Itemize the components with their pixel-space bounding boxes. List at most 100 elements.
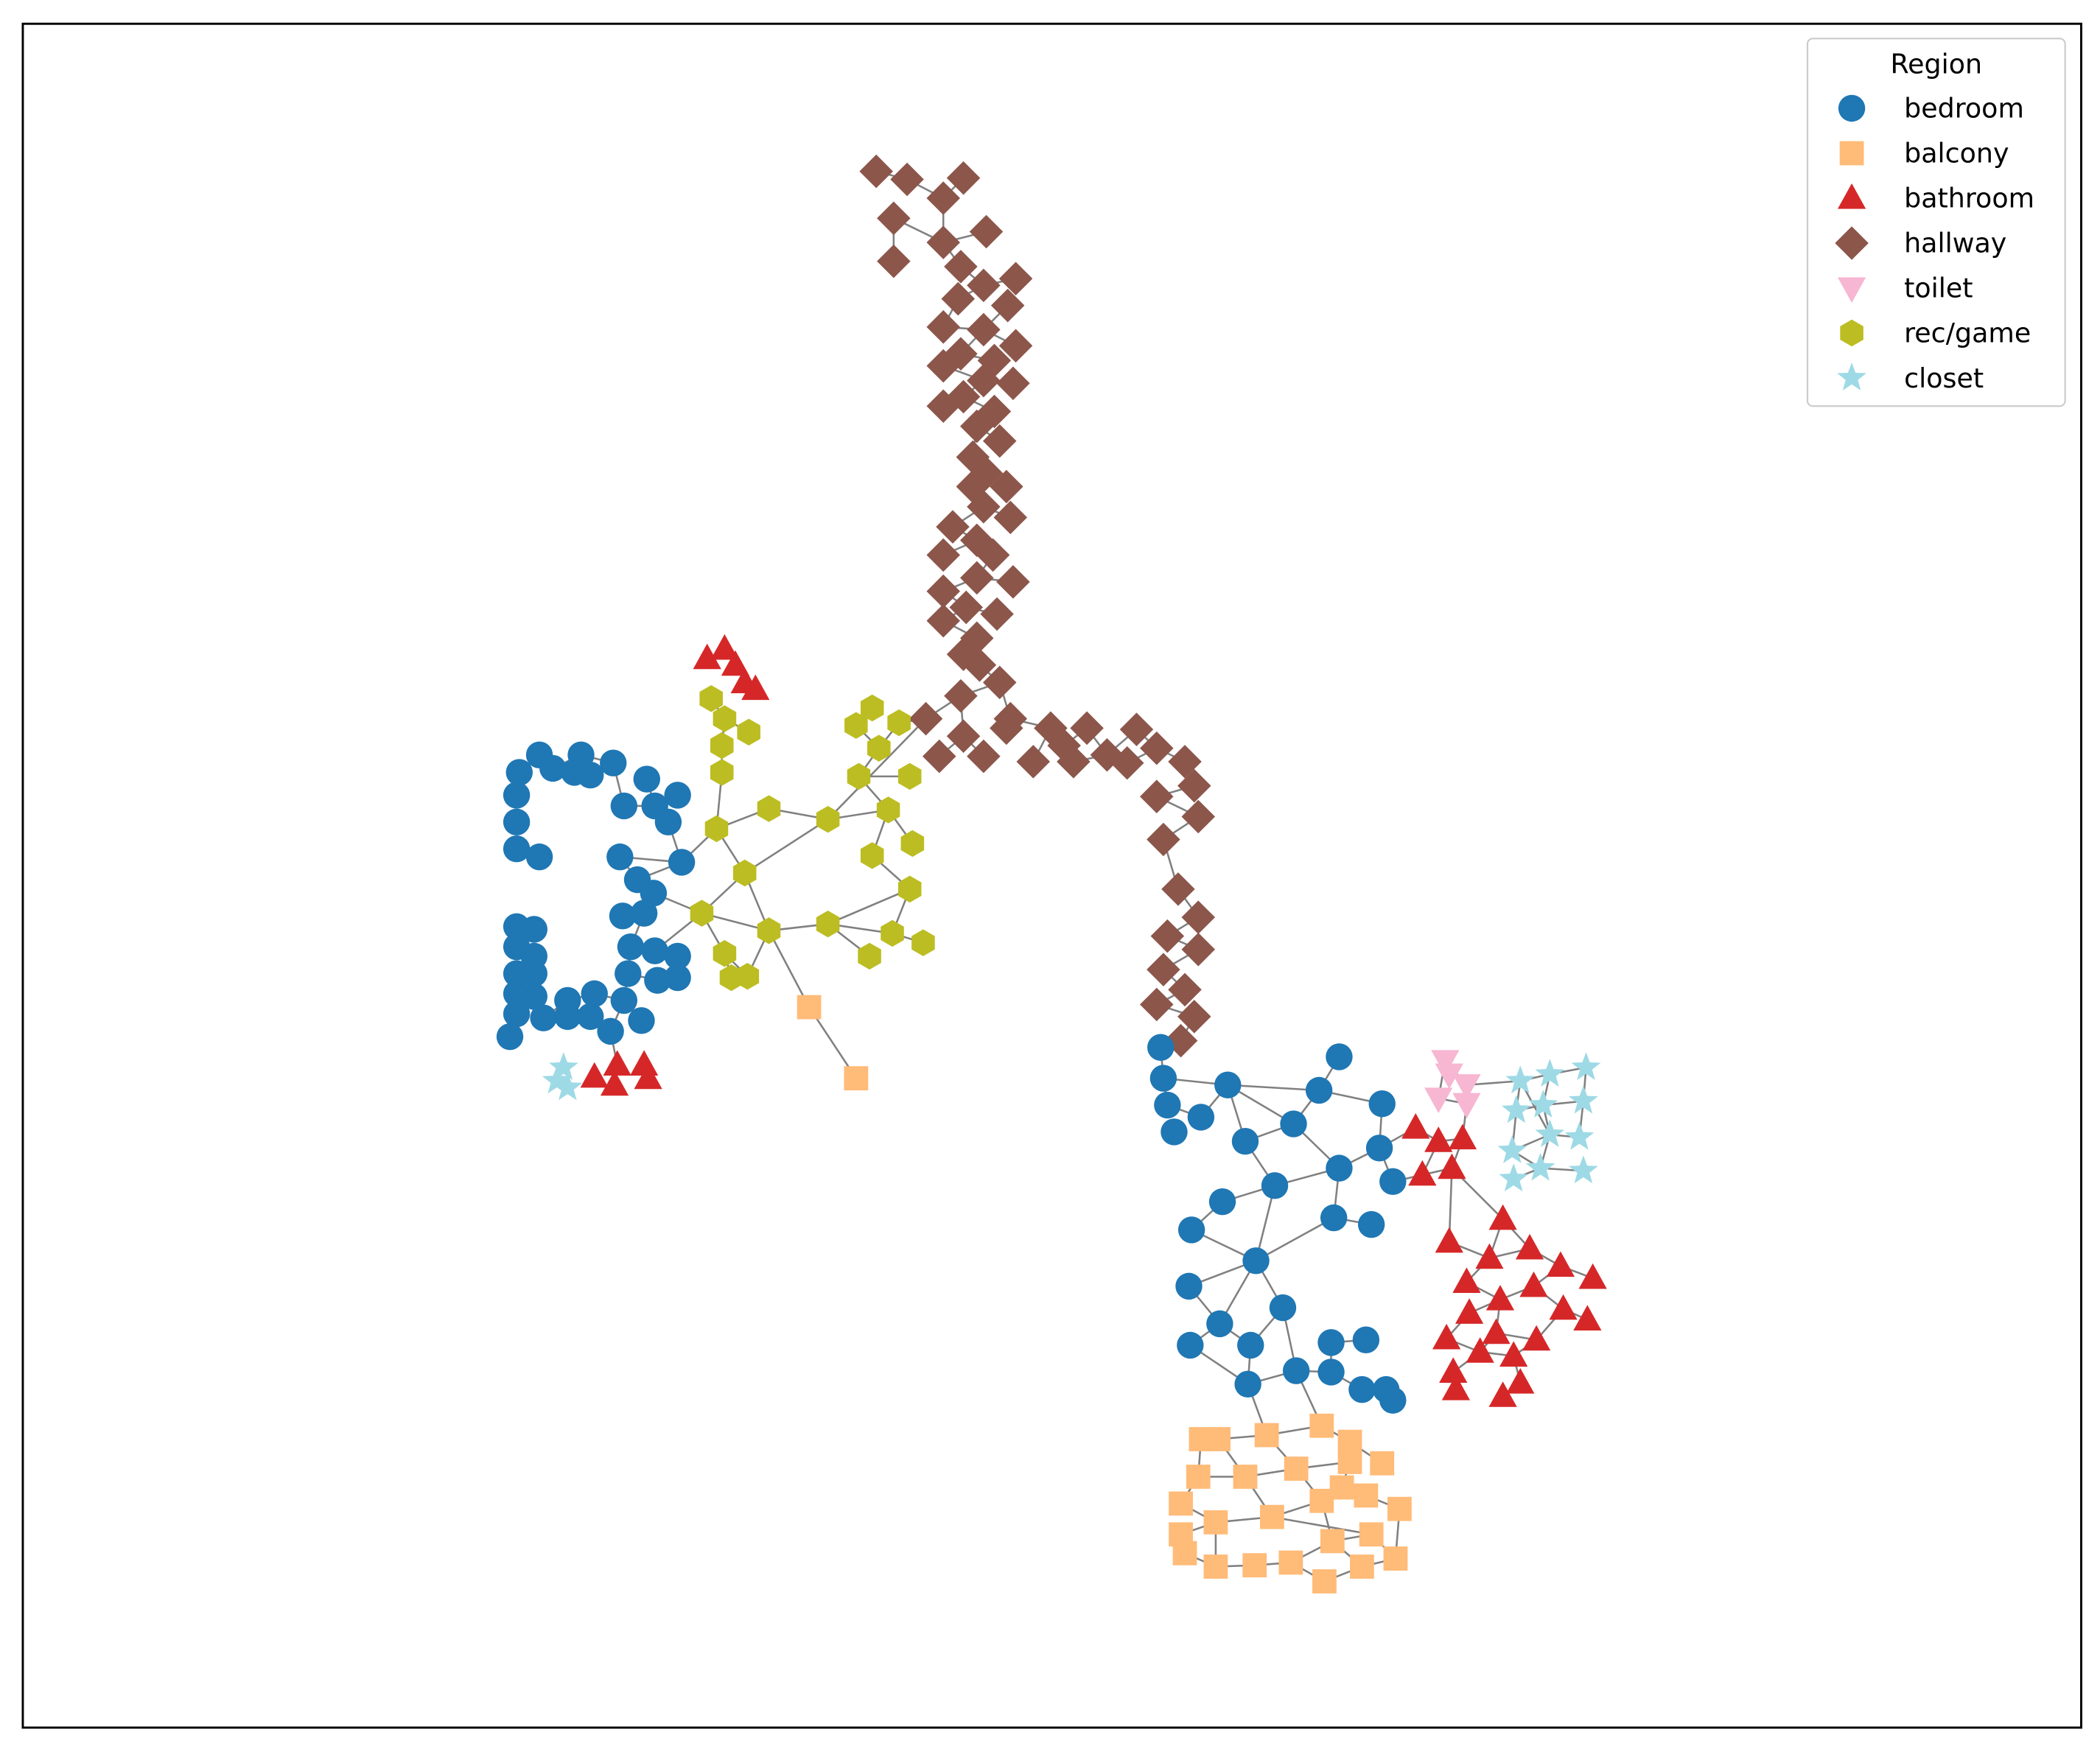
- node-rec-game: [860, 842, 884, 869]
- node-hallway: [946, 161, 981, 195]
- node-hallway: [1119, 712, 1154, 746]
- node-balcony: [1383, 1546, 1408, 1571]
- node-rec-game: [860, 694, 884, 722]
- node-bathroom: [603, 1050, 631, 1076]
- node-bedroom: [1147, 1034, 1175, 1061]
- node-bedroom: [1317, 1329, 1345, 1356]
- node-balcony: [797, 995, 822, 1020]
- node-bedroom: [577, 1003, 604, 1031]
- node-bedroom: [644, 967, 671, 994]
- node-rec-game: [900, 830, 925, 858]
- node-bedroom: [654, 808, 682, 836]
- node-rec-game: [713, 705, 737, 732]
- legend-marker: [1839, 141, 1864, 166]
- node-bedroom: [496, 1023, 524, 1051]
- node-bedroom: [633, 765, 660, 793]
- node-bedroom: [1214, 1071, 1242, 1098]
- nodes-layer: [496, 154, 1607, 1594]
- node-closet: [1499, 1163, 1529, 1192]
- node-bedroom: [505, 759, 533, 786]
- node-bathroom: [1448, 1123, 1477, 1150]
- node-bedroom: [581, 980, 608, 1008]
- node-hallway: [962, 648, 997, 682]
- node-closet: [1505, 1065, 1536, 1094]
- node-rec-game: [710, 759, 734, 786]
- node-bathroom: [1452, 1267, 1481, 1293]
- node-bathroom: [741, 674, 770, 701]
- node-bedroom: [600, 749, 627, 776]
- node-rec-game: [867, 734, 891, 762]
- node-bedroom: [628, 1007, 655, 1034]
- node-bedroom: [554, 1003, 581, 1031]
- node-balcony: [1278, 1550, 1303, 1575]
- legend-marker: [1840, 319, 1863, 347]
- node-toilet: [1452, 1074, 1481, 1100]
- node-balcony: [1387, 1496, 1412, 1521]
- node-balcony: [1186, 1465, 1211, 1489]
- node-bedroom: [1237, 1331, 1264, 1359]
- node-hallway: [1057, 745, 1091, 779]
- node-hallway: [946, 719, 981, 754]
- node-bedroom: [606, 843, 634, 871]
- node-balcony: [1359, 1522, 1384, 1547]
- node-bathroom: [1424, 1126, 1453, 1152]
- node-bedroom: [1320, 1204, 1348, 1232]
- node-hallway: [996, 565, 1030, 599]
- node-rec-game: [704, 815, 729, 843]
- node-bathroom: [1573, 1305, 1602, 1330]
- node-bedroom: [1206, 1310, 1233, 1338]
- node-hallway: [998, 262, 1033, 296]
- node-bathroom: [1435, 1227, 1463, 1253]
- node-bedroom: [1261, 1172, 1289, 1199]
- node-balcony: [1254, 1423, 1279, 1448]
- node-bedroom: [664, 964, 691, 992]
- plot-frame: [21, 22, 2082, 1729]
- node-bedroom: [610, 986, 638, 1014]
- node-rec-game: [816, 910, 840, 938]
- node-balcony: [1284, 1456, 1309, 1481]
- node-hallway: [996, 366, 1030, 401]
- node-bedroom: [520, 983, 548, 1010]
- node-bedroom: [503, 1000, 531, 1028]
- node-balcony: [1169, 1491, 1193, 1516]
- node-closet: [1564, 1121, 1595, 1150]
- legend-entry-hallway: hallway: [1835, 226, 2006, 260]
- node-bathroom: [1475, 1243, 1504, 1269]
- node-hallway: [1070, 711, 1104, 746]
- node-bedroom: [577, 761, 604, 789]
- node-rec-game: [757, 917, 781, 944]
- node-bedroom: [1234, 1370, 1261, 1398]
- node-bedroom: [610, 792, 638, 820]
- legend-marker: [1838, 94, 1866, 122]
- graph-edge: [1228, 1084, 1320, 1092]
- node-hallway: [890, 162, 924, 197]
- node-hallway: [1177, 768, 1211, 803]
- legend-entry-bedroom: bedroom: [1838, 93, 2024, 125]
- node-bedroom: [503, 808, 531, 836]
- node-bedroom: [609, 902, 637, 930]
- node-hallway: [1168, 972, 1202, 1007]
- node-balcony: [1206, 1427, 1231, 1451]
- node-bathroom: [1499, 1341, 1528, 1367]
- node-closet: [1525, 1152, 1555, 1181]
- node-bathroom: [1519, 1271, 1548, 1297]
- node-hallway: [976, 538, 1010, 572]
- legend-entry-balcony: balcony: [1839, 138, 2009, 169]
- legend-label: balcony: [1904, 138, 2009, 169]
- node-closet: [1568, 1085, 1598, 1114]
- node-closet: [1535, 1119, 1565, 1148]
- node-rec-game: [735, 963, 760, 990]
- legend-label: rec/game: [1904, 318, 2031, 349]
- node-bedroom: [1379, 1168, 1407, 1196]
- node-rec-game: [897, 762, 922, 790]
- node-bedroom: [520, 960, 548, 987]
- node-balcony: [844, 1066, 869, 1091]
- node-hallway: [944, 679, 978, 713]
- node-rec-game: [710, 732, 734, 760]
- node-hallway: [1161, 872, 1195, 906]
- node-rec-game: [876, 796, 900, 824]
- node-bedroom: [1161, 1118, 1188, 1146]
- graph-edge: [1255, 1216, 1334, 1262]
- graph-edge: [827, 718, 927, 821]
- node-bedroom: [1326, 1043, 1353, 1070]
